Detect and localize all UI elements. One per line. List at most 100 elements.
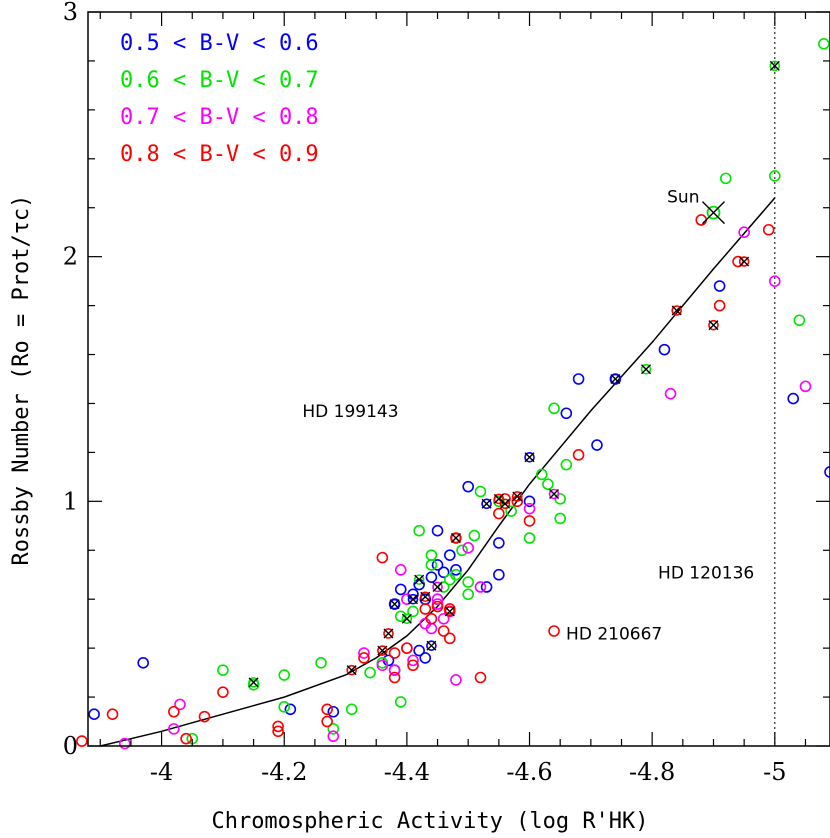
crossed-point-x: [414, 574, 425, 585]
crossed-point-x: [408, 594, 419, 605]
legend-entry-1: 0.6 < B-V < 0.7: [120, 68, 319, 93]
data-point-series-2: [738, 226, 750, 238]
crossed-point-circle: [346, 664, 357, 676]
data-point-series-1: [315, 657, 327, 669]
y-axis-label: Rossby Number (Ro = Prot/τc): [9, 195, 34, 566]
crossed-point-x: [450, 533, 461, 544]
crossed-point-x: [389, 599, 400, 610]
annotation-label: HD 120136: [658, 563, 754, 583]
data-point-series-1: [523, 532, 536, 544]
data-point-series-1: [462, 576, 474, 588]
x-tick-label: -4: [150, 758, 173, 786]
points-layer: [76, 38, 830, 750]
plot-frame: [87, 11, 830, 747]
data-point-series-0: [658, 343, 671, 356]
axes-layer: -4 -4.2 -4.4 -4.6 -4.8 -5 0 1 2 3: [63, 0, 830, 786]
crossed-point: [511, 491, 523, 502]
data-point-series-1: [394, 610, 407, 623]
crossed-point-x: [512, 491, 523, 502]
crossed-point-circle: [738, 256, 750, 267]
sun-circle: [706, 205, 721, 220]
data-point-series-0: [462, 480, 474, 493]
data-point-series-2: [376, 659, 389, 672]
data-point-series-3: [493, 507, 505, 520]
data-point-series-1: [217, 664, 229, 676]
y-tick-label: 2: [63, 243, 78, 271]
data-point-series-3: [106, 708, 119, 720]
data-point-series-2: [431, 593, 444, 606]
data-point-series-0: [713, 280, 726, 292]
data-point-series-0: [450, 564, 462, 576]
crossed-point-x: [377, 645, 388, 656]
crossed-point-x: [493, 493, 504, 504]
data-point-series-1: [505, 505, 517, 517]
data-point-series-2: [327, 730, 340, 743]
data-point-series-0: [591, 439, 603, 451]
data-point-series-2: [168, 723, 180, 735]
data-point-series-2: [118, 737, 131, 750]
crossed-point-x: [708, 320, 719, 331]
data-point-series-0: [394, 583, 407, 596]
legend-entry-0: 0.5 < B-V < 0.6: [120, 31, 319, 56]
data-point-series-0: [493, 568, 505, 581]
crossed-point: [413, 574, 425, 585]
crossed-point: [481, 498, 492, 510]
crossed-point: [432, 581, 443, 593]
data-point-series-3: [732, 255, 744, 268]
legend: 0.5 < B-V < 0.6 0.6 < B-V < 0.7 0.7 < B-V …: [120, 31, 319, 167]
data-point-series-3: [572, 449, 585, 461]
data-point-series-1: [468, 529, 481, 542]
data-point-series-1: [437, 581, 450, 593]
data-point-series-0: [327, 705, 340, 718]
data-point-series-1: [462, 588, 474, 601]
data-point-series-3: [272, 725, 284, 738]
crossed-point: [769, 60, 781, 72]
annotation-layer: Sun HD 199143 HD 120136 HD 210667: [302, 188, 754, 645]
data-point-series-0: [560, 407, 573, 420]
data-point-series-2: [437, 612, 450, 625]
data-point-series-1: [548, 402, 560, 415]
crossed-point-circle: [407, 593, 419, 605]
crossed-point-circle: [511, 491, 523, 502]
crossed-point: [450, 532, 462, 544]
crossed-point-circle: [450, 532, 462, 544]
data-point-series-3: [762, 223, 775, 236]
data-point-series-2: [462, 542, 474, 554]
crossed-point-x: [383, 628, 394, 639]
data-point-series-3: [168, 705, 180, 718]
crossed-point-x: [610, 374, 621, 384]
crossed-point: [401, 613, 413, 625]
data-point-series-1: [394, 696, 407, 708]
data-point-series-0: [787, 392, 800, 405]
crossed-point: [426, 640, 437, 651]
crossed-point: [548, 488, 560, 500]
crossed-point-circle: [444, 606, 456, 617]
data-point-series-3: [272, 720, 284, 733]
data-point-series-0: [284, 703, 297, 716]
data-point-series-2: [401, 593, 413, 606]
data-point-series-1: [793, 314, 806, 327]
data-point-series-1: [425, 559, 438, 571]
crossed-point-circle: [769, 60, 781, 72]
data-point-series-3: [713, 299, 726, 312]
data-point-series-0: [572, 373, 585, 385]
crossed-point: [499, 498, 511, 510]
crossed-point: [610, 373, 621, 385]
crossed-point-circle: [481, 498, 492, 510]
data-point-series-1: [769, 170, 781, 182]
data-point-series-3: [431, 600, 444, 613]
data-point-series-0: [431, 559, 444, 571]
data-point-series-1: [413, 524, 425, 537]
crossed-point-x: [769, 60, 780, 71]
crossed-point-x: [524, 452, 535, 463]
sun-cross: [701, 201, 725, 225]
data-point-series-0: [444, 549, 456, 561]
data-point-series-2: [394, 564, 407, 576]
crossed-point-x: [444, 606, 455, 617]
crossed-point-x: [248, 677, 259, 688]
data-point-series-2: [769, 275, 781, 287]
crossed-point-x: [426, 640, 437, 651]
data-point-series-1: [535, 468, 548, 481]
data-point-series-1: [278, 701, 291, 713]
crossed-point-circle: [426, 640, 437, 651]
